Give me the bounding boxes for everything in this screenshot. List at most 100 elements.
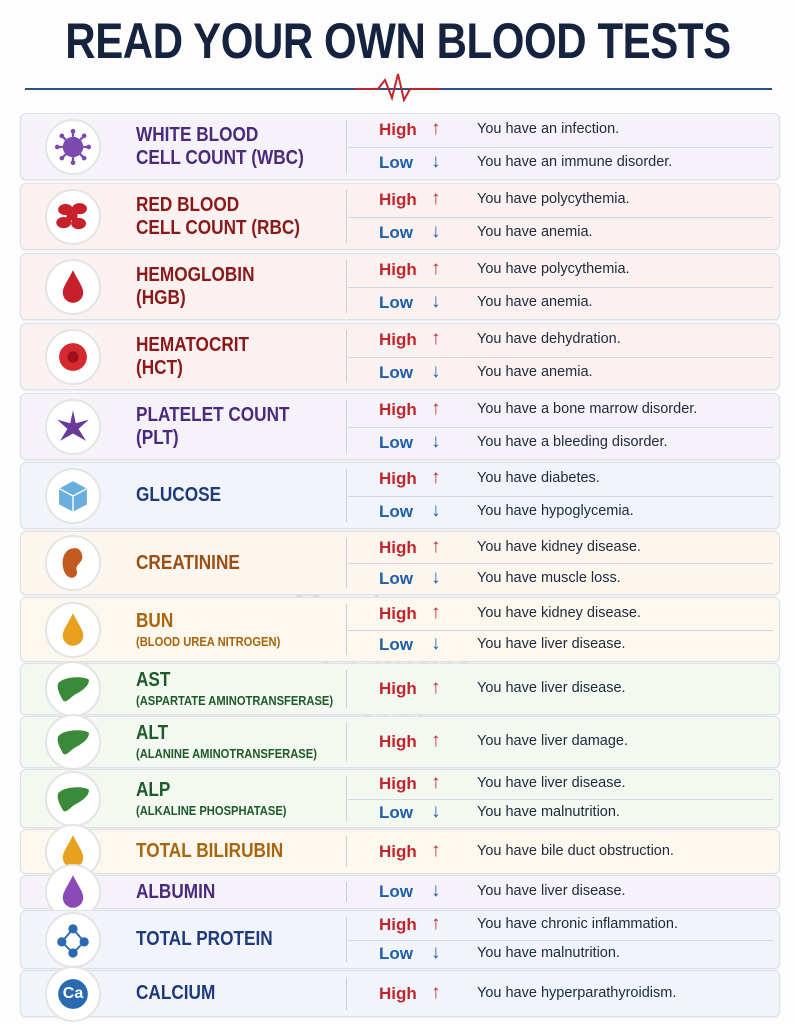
meaning-text: You have bile duct obstruction. bbox=[477, 842, 674, 859]
level-label: High bbox=[379, 469, 417, 489]
divider bbox=[346, 882, 347, 902]
name-line: AST bbox=[136, 669, 171, 691]
test-name: ALBUMIN bbox=[136, 881, 215, 904]
name-line: PLATELET COUNT bbox=[136, 403, 290, 426]
level-label: High bbox=[379, 679, 417, 698]
level-label: Low bbox=[379, 152, 413, 172]
level-label: High bbox=[379, 400, 417, 420]
icon-graphic bbox=[62, 875, 84, 908]
test-icon bbox=[45, 467, 101, 524]
meaning-text: You have liver disease. bbox=[477, 775, 626, 792]
divider bbox=[346, 400, 347, 453]
icon-graphic bbox=[62, 612, 84, 646]
level-arrow: ↓ bbox=[431, 880, 441, 901]
meaning-text: You have hypoglycemia. bbox=[477, 502, 634, 519]
level-arrow: ↓ bbox=[431, 150, 441, 172]
test-row: PLATELET COUNT (PLT) High ↑ You have a bone … bbox=[20, 393, 780, 460]
test-name: ALT (ALANINE AMINOTRANSFERASE) bbox=[136, 722, 317, 762]
test-row: BUN (BLOOD UREA NITROGEN) High ↑ You have ki… bbox=[20, 597, 780, 662]
name-line: TOTAL BILIRUBIN bbox=[136, 840, 284, 862]
level-arrow: ↓ bbox=[431, 430, 441, 452]
level-arrow: ↓ bbox=[431, 499, 441, 521]
level-arrow: ↓ bbox=[431, 566, 441, 588]
meaning-text: You have liver damage. bbox=[477, 733, 629, 749]
name-line: HEMATOCRIT bbox=[136, 333, 250, 356]
meaning-text: You have malnutrition. bbox=[477, 803, 620, 820]
test-row: AST (ASPARTATE AMINOTRANSFERASE) High ↑ You … bbox=[20, 661, 780, 717]
name-line: GLUCOSE bbox=[136, 484, 222, 506]
meaning-text: You have kidney disease. bbox=[477, 604, 641, 621]
entry-separator bbox=[348, 629, 773, 631]
level-arrow: ↑ bbox=[431, 730, 441, 751]
test-icon bbox=[45, 770, 101, 827]
icon-graphic bbox=[57, 409, 89, 441]
name-line: CELL COUNT (WBC) bbox=[136, 146, 304, 169]
meaning-text: You have polycythemia. bbox=[477, 191, 630, 208]
level-label: High bbox=[379, 190, 417, 210]
meaning-text: You have diabetes. bbox=[477, 470, 600, 487]
level-arrow: ↑ bbox=[431, 839, 441, 861]
meaning-text: You have kidney disease. bbox=[477, 538, 641, 555]
meaning-text: You have malnutrition. bbox=[477, 944, 620, 961]
icon-graphic bbox=[59, 342, 87, 371]
test-name: HEMATOCRIT (HCT) bbox=[136, 334, 249, 380]
icon-graphic bbox=[57, 677, 89, 702]
test-icon bbox=[45, 118, 101, 175]
level-arrow: ↑ bbox=[431, 467, 441, 489]
name-line: ALT bbox=[136, 722, 169, 744]
meaning-text: You have polycythemia. bbox=[477, 261, 630, 278]
level-label: High bbox=[379, 120, 417, 140]
test-name: RED BLOOD CELL COUNT (RBC) bbox=[136, 194, 300, 240]
divider bbox=[346, 670, 347, 708]
level-label: Low bbox=[379, 943, 413, 963]
name-sub: (BLOOD UREA NITROGEN) bbox=[136, 633, 281, 649]
heartbeat-rule bbox=[25, 73, 772, 102]
test-icon bbox=[45, 188, 101, 245]
divider bbox=[346, 604, 347, 655]
test-name: HEMOGLOBIN (HGB) bbox=[136, 264, 254, 310]
entry-separator bbox=[348, 563, 773, 564]
meaning-text: You have anemia. bbox=[477, 363, 593, 380]
test-name: TOTAL BILIRUBIN bbox=[136, 840, 283, 863]
test-row: ALP (ALKALINE PHOSPHATASE) High ↑ You have l… bbox=[20, 769, 780, 828]
divider bbox=[346, 260, 347, 313]
name-sub: (ASPARTATE AMINOTRANSFERASE) bbox=[136, 693, 334, 708]
level-arrow: ↑ bbox=[431, 772, 441, 794]
test-row: CREATININE High ↑ You have kidney disease. L… bbox=[20, 531, 780, 595]
name-line: ALBUMIN bbox=[136, 880, 216, 903]
icon-graphic bbox=[62, 269, 84, 303]
test-icon bbox=[45, 601, 101, 658]
name-line: CREATININE bbox=[136, 551, 240, 574]
name-line: WHITE BLOOD bbox=[136, 123, 259, 146]
meaning-text: You have hyperparathyroidism. bbox=[477, 984, 677, 1001]
test-icon bbox=[45, 911, 101, 968]
entry-separator bbox=[348, 286, 773, 288]
name-line: BUN bbox=[136, 609, 174, 632]
entry-separator bbox=[348, 495, 773, 497]
test-row: ALT (ALANINE AMINOTRANSFERASE) High ↑ You ha… bbox=[20, 714, 780, 770]
test-row: WHITE BLOOD CELL COUNT (WBC) High ↑ You have… bbox=[20, 113, 780, 180]
divider bbox=[346, 538, 347, 588]
icon-graphic bbox=[57, 923, 89, 958]
level-label: High bbox=[379, 330, 417, 350]
test-icon bbox=[45, 535, 101, 591]
level-arrow: ↑ bbox=[431, 913, 441, 935]
test-icon bbox=[45, 328, 101, 385]
name-line: CALCIUM bbox=[136, 982, 216, 1004]
level-arrow: ↑ bbox=[431, 328, 441, 350]
meaning-text: You have liver disease. bbox=[477, 680, 626, 696]
test-icon bbox=[45, 714, 101, 770]
meaning-text: You have an immune disorder. bbox=[477, 153, 673, 170]
divider bbox=[346, 917, 347, 962]
divider bbox=[346, 330, 347, 383]
test-row: Ca CALCIUM High ↑ You have hyperparathyroidi… bbox=[20, 965, 780, 1022]
test-name: PLATELET COUNT (PLT) bbox=[136, 404, 290, 450]
test-name: BUN (BLOOD UREA NITROGEN) bbox=[136, 610, 280, 650]
name-sub: (ALKALINE PHOSPHATASE) bbox=[136, 802, 287, 818]
name-line: (HCT) bbox=[136, 356, 183, 379]
divider bbox=[346, 836, 347, 867]
level-arrow: ↓ bbox=[431, 360, 441, 382]
level-arrow: ↓ bbox=[431, 220, 441, 242]
meaning-text: You have dehydration. bbox=[477, 331, 621, 348]
